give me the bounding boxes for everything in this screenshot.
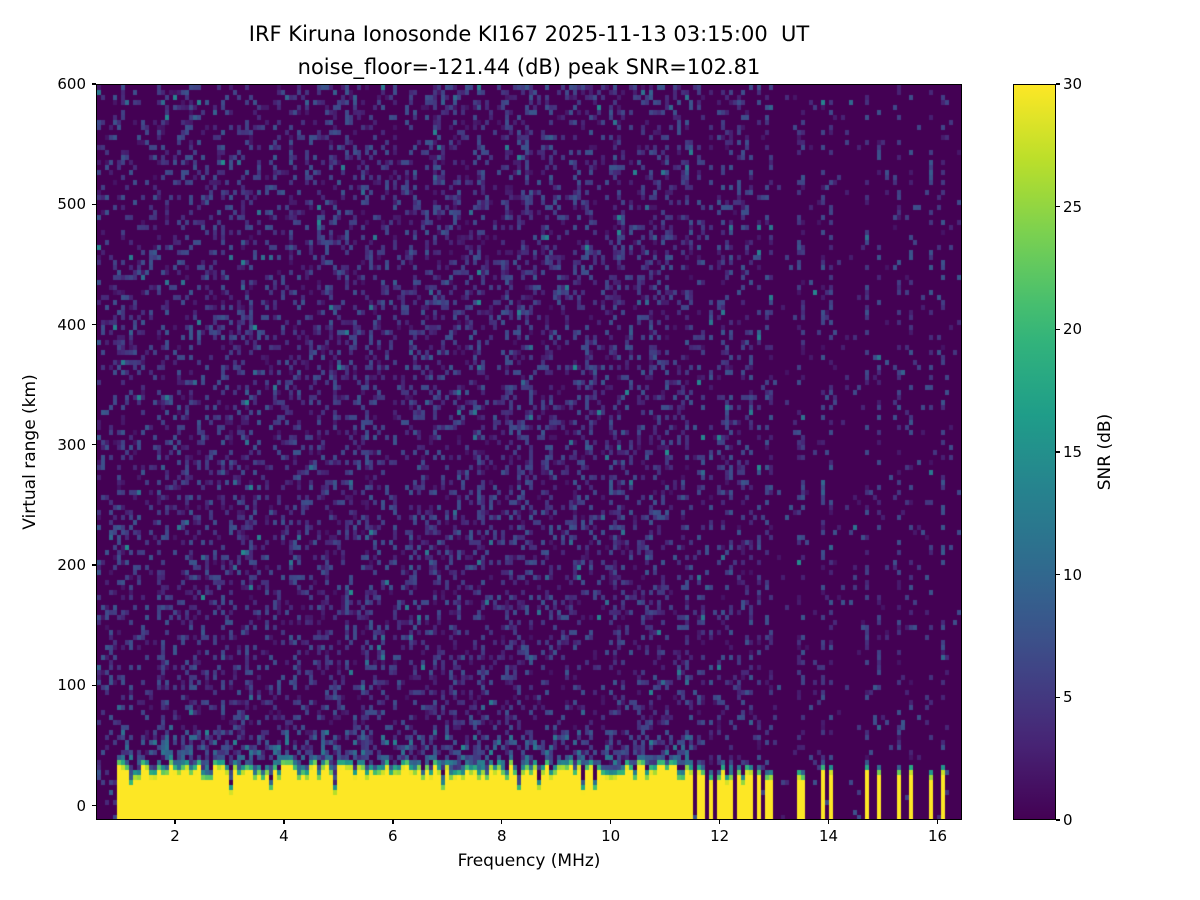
colorbar-tick-mark — [1056, 573, 1060, 576]
y-tick-mark — [92, 804, 96, 807]
x-tick-label: 12 — [710, 827, 730, 845]
y-tick-mark — [92, 684, 96, 686]
x-tick-mark — [392, 820, 394, 824]
y-tick-label: 200 — [57, 556, 86, 575]
x-tick-mark — [283, 820, 285, 824]
colorbar-tick-mark — [1056, 205, 1060, 208]
y-tick-label: 600 — [57, 75, 86, 93]
colorbar-tick-label: 0 — [1063, 811, 1073, 829]
colorbar-tick-label: 30 — [1063, 75, 1083, 93]
y-tick-label: 500 — [57, 195, 86, 214]
colorbar-tick-label: 20 — [1063, 320, 1083, 339]
colorbar-tick-mark — [1056, 451, 1060, 453]
plot-subtitle: noise_floor=-121.44 (dB) peak SNR=102.81 — [297, 55, 761, 79]
x-tick-mark — [501, 820, 503, 824]
plot-area — [96, 84, 962, 820]
heatmap-canvas — [97, 85, 961, 819]
y-tick-label: 400 — [57, 315, 86, 334]
x-tick-mark — [718, 820, 721, 824]
colorbar-tick-mark — [1056, 696, 1060, 699]
colorbar-tick-label: 15 — [1063, 443, 1083, 461]
x-axis-label: Frequency (MHz) — [457, 851, 601, 871]
y-tick-mark — [92, 203, 96, 205]
colorbar-tick-label: 25 — [1063, 197, 1083, 216]
y-tick-mark — [92, 444, 96, 446]
colorbar-tick-mark — [1056, 83, 1060, 85]
x-tick-mark — [609, 820, 612, 824]
colorbar-tick-label: 10 — [1063, 565, 1083, 584]
y-tick-mark — [92, 83, 96, 85]
y-tick-label: 0 — [76, 796, 86, 815]
y-tick-mark — [92, 323, 96, 326]
x-tick-label: 16 — [927, 827, 948, 845]
x-tick-mark — [936, 820, 939, 824]
x-tick-mark — [174, 820, 176, 824]
colorbar — [1013, 84, 1056, 820]
plot-title: IRF Kiruna Ionosonde KI167 2025-11-13 03… — [248, 22, 810, 46]
colorbar-tick-label: 5 — [1063, 688, 1073, 707]
x-tick-mark — [827, 820, 830, 824]
colorbar-tick-mark — [1056, 819, 1060, 821]
y-tick-mark — [92, 564, 96, 566]
x-tick-label: 6 — [388, 827, 398, 845]
x-tick-label: 8 — [496, 827, 507, 845]
x-tick-label: 14 — [819, 827, 839, 845]
x-tick-label: 2 — [170, 827, 180, 845]
colorbar-tick-mark — [1056, 328, 1060, 331]
x-tick-label: 10 — [601, 827, 621, 845]
y-tick-label: 300 — [57, 435, 86, 454]
y-tick-label: 100 — [57, 676, 86, 695]
x-tick-label: 4 — [279, 827, 289, 845]
